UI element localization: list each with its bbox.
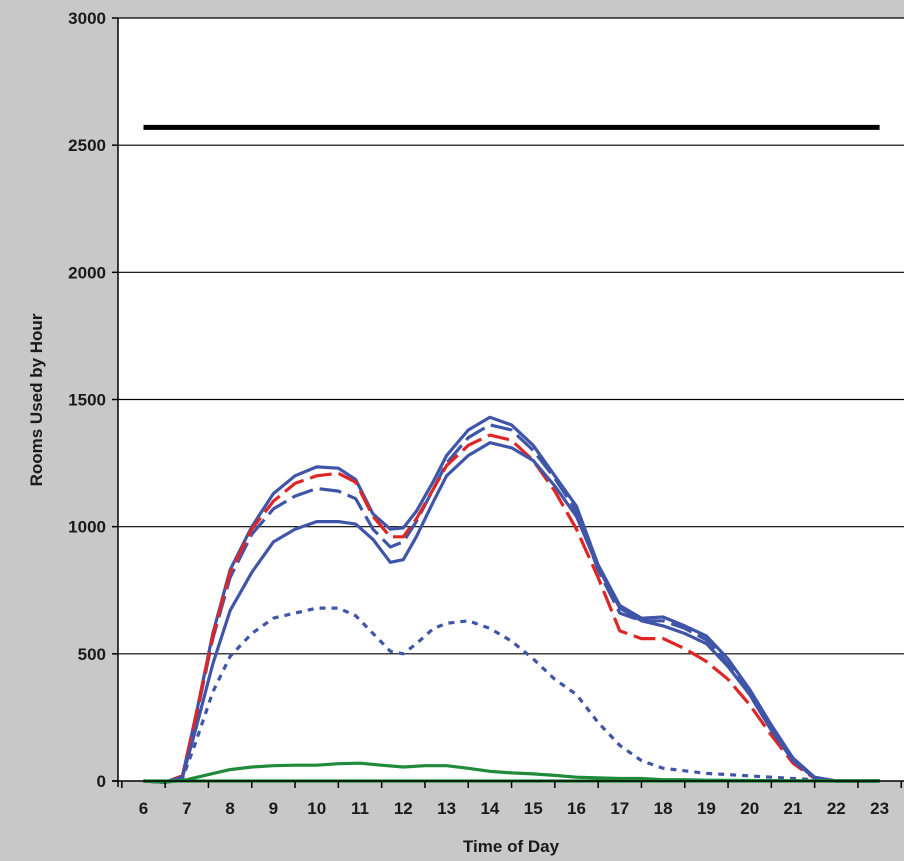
y-tick-labels: 0 500 1000 1500 2000 2500 3000 [68, 9, 106, 791]
x-tick-label: 11 [351, 799, 369, 818]
x-tick-label: 15 [524, 799, 543, 818]
series-line-5 [143, 441, 880, 784]
x-tick-label: 7 [182, 799, 191, 818]
series-group [143, 124, 880, 784]
x-tick-label: 19 [697, 799, 716, 818]
x-tick-label: 6 [139, 799, 148, 818]
axes [112, 17, 904, 788]
x-tick-label: 9 [269, 799, 278, 818]
y-tick-label: 2500 [68, 136, 106, 155]
y-axis-title: Rooms Used by Hour [27, 313, 46, 486]
x-tick-label: 21 [784, 799, 803, 818]
x-tick-label: 16 [567, 799, 586, 818]
x-tick-label: 10 [307, 799, 326, 818]
y-tick-label: 1500 [68, 391, 106, 410]
series-line-4 [143, 433, 880, 784]
x-tick-label: 23 [870, 799, 889, 818]
x-axis-title: Time of Day [463, 837, 560, 856]
y-tick-label: 3000 [68, 9, 106, 28]
x-tick-label: 12 [394, 799, 413, 818]
y-tick-label: 500 [78, 645, 106, 664]
x-tick-label: 13 [437, 799, 456, 818]
gridlines [118, 17, 904, 655]
x-tick-label: 22 [827, 799, 846, 818]
x-tick-label: 8 [225, 799, 234, 818]
series-line-3 [143, 423, 880, 784]
y-tick-label: 0 [97, 772, 106, 791]
y-tick-label: 2000 [68, 263, 106, 282]
y-tick-label: 1000 [68, 518, 106, 537]
x-tick-label: 17 [610, 799, 629, 818]
x-tick-labels: 6 7 8 9 10 11 12 13 14 15 16 17 18 19 20 21 22 23 [139, 799, 889, 818]
x-tick-label: 18 [654, 799, 673, 818]
x-tick-label: 14 [480, 799, 499, 818]
x-tick-label: 20 [740, 799, 759, 818]
